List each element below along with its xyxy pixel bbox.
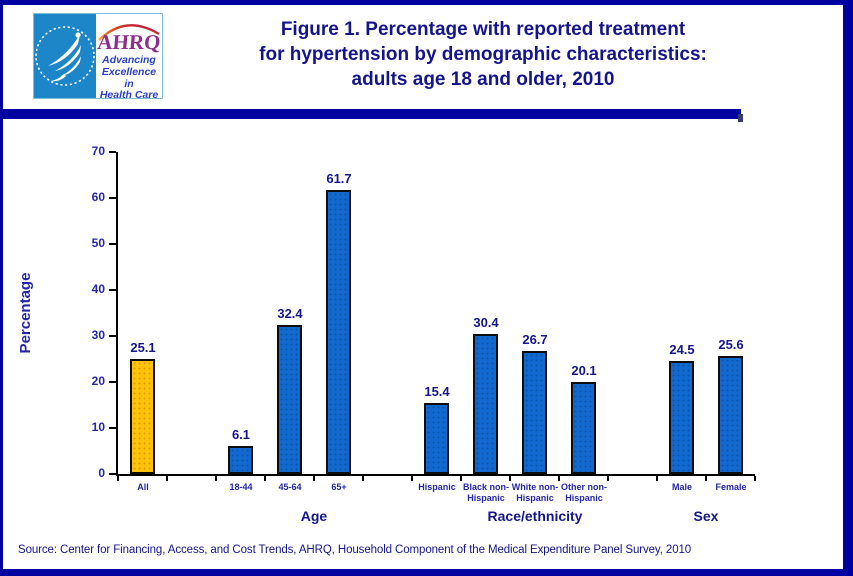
header-divider-bar bbox=[0, 109, 743, 122]
y-tick-label: 10 bbox=[91, 420, 105, 434]
x-tick-mark bbox=[509, 476, 511, 481]
y-tick-mark bbox=[109, 335, 116, 337]
bar-value-label: 32.4 bbox=[277, 306, 303, 321]
bar bbox=[473, 334, 498, 474]
bar-value-label: 15.4 bbox=[424, 384, 450, 399]
ahrq-hhs-logo: AHRQ Advancing Excellence in Health Care bbox=[33, 13, 163, 101]
x-tick-mark bbox=[754, 476, 756, 481]
bar-value-label: 25.1 bbox=[130, 340, 156, 355]
x-category-label: 45-64 bbox=[278, 482, 302, 492]
y-tick-mark bbox=[109, 243, 116, 245]
x-category-label: White non-Hispanic bbox=[511, 482, 559, 503]
hhs-seal-icon bbox=[34, 14, 96, 98]
bar bbox=[571, 382, 596, 474]
x-tick-mark bbox=[607, 476, 609, 481]
y-axis-line bbox=[116, 152, 118, 476]
x-category-label: All bbox=[137, 482, 149, 492]
tagline-line: Health Care bbox=[99, 89, 159, 102]
tagline-line: Advancing bbox=[102, 54, 156, 66]
y-tick-label: 60 bbox=[91, 190, 105, 204]
x-category-label: Hispanic bbox=[418, 482, 456, 492]
x-category-label: 65+ bbox=[331, 482, 347, 492]
ahrq-rainbow-arc-icon bbox=[98, 24, 160, 41]
y-tick-mark bbox=[109, 427, 116, 429]
y-tick-mark bbox=[109, 151, 116, 153]
x-category-label: 18-44 bbox=[229, 482, 253, 492]
y-tick-label: 40 bbox=[91, 282, 105, 296]
bar bbox=[130, 359, 155, 474]
x-tick-mark bbox=[411, 476, 413, 481]
bar bbox=[669, 361, 694, 474]
bar bbox=[522, 351, 547, 474]
x-category-label: Male bbox=[671, 482, 692, 492]
y-tick-mark bbox=[109, 381, 116, 383]
bar-value-label: 24.5 bbox=[669, 342, 695, 357]
bar-value-label: 26.7 bbox=[522, 332, 548, 347]
x-tick-mark bbox=[166, 476, 168, 481]
x-category-label: Other non-Hispanic bbox=[561, 482, 607, 503]
y-tick-label: 20 bbox=[91, 374, 105, 388]
x-category-label: Black non-Hispanic bbox=[462, 482, 509, 503]
ahrq-tagline: Advancing Excellence in Health Care bbox=[96, 54, 162, 102]
x-group-label: Sex bbox=[693, 508, 719, 524]
y-tick-label: 0 bbox=[98, 466, 105, 480]
x-axis-line bbox=[116, 474, 755, 476]
bar bbox=[228, 446, 253, 474]
y-axis-title: Percentage bbox=[17, 272, 34, 354]
bar-value-label: 25.6 bbox=[718, 337, 744, 352]
x-group-label: Age bbox=[300, 508, 328, 524]
y-tick-mark bbox=[109, 289, 116, 291]
bar-value-label: 61.7 bbox=[326, 171, 352, 186]
x-tick-mark bbox=[656, 476, 658, 481]
bar-value-label: 30.4 bbox=[473, 315, 499, 330]
ahrq-logo: AHRQ Advancing Excellence in Health Care bbox=[96, 14, 162, 101]
x-group-label: Race/ethnicity bbox=[487, 508, 583, 524]
x-tick-mark bbox=[264, 476, 266, 481]
x-tick-mark bbox=[362, 476, 364, 481]
tagline-line: Excellence in bbox=[101, 65, 157, 90]
figure-title-line: for hypertension by demographic characte… bbox=[259, 44, 707, 65]
page-content: AHRQ Advancing Excellence in Health Care… bbox=[0, 5, 843, 569]
bar bbox=[277, 325, 302, 474]
y-tick-label: 70 bbox=[91, 144, 105, 158]
x-category-label: Female bbox=[715, 482, 747, 492]
bar-chart: Percentage 0 10 20 30 40 50 60 70 25.1 All 6.1 18-4… bbox=[3, 5, 843, 568]
bar bbox=[424, 403, 449, 474]
figure-title-line: adults age 18 and older, 2010 bbox=[351, 69, 615, 90]
figure-title: Figure 1. Percentage with reported treat… bbox=[153, 17, 813, 92]
y-tick-label: 50 bbox=[91, 236, 105, 250]
y-tick-mark bbox=[109, 197, 116, 199]
y-tick-label: 30 bbox=[91, 328, 105, 342]
x-tick-mark bbox=[558, 476, 560, 481]
x-tick-mark bbox=[705, 476, 707, 481]
figure-title-line: Figure 1. Percentage with reported treat… bbox=[280, 19, 686, 40]
x-tick-mark bbox=[460, 476, 462, 481]
bar bbox=[718, 356, 743, 474]
y-tick-mark bbox=[109, 473, 116, 475]
bar bbox=[326, 190, 351, 474]
bar-value-label: 6.1 bbox=[231, 427, 251, 442]
x-tick-mark bbox=[313, 476, 315, 481]
x-tick-mark bbox=[117, 476, 119, 481]
bar-value-label: 20.1 bbox=[571, 363, 597, 378]
x-tick-mark bbox=[215, 476, 217, 481]
source-note: Source: Center for Financing, Access, an… bbox=[18, 544, 692, 556]
